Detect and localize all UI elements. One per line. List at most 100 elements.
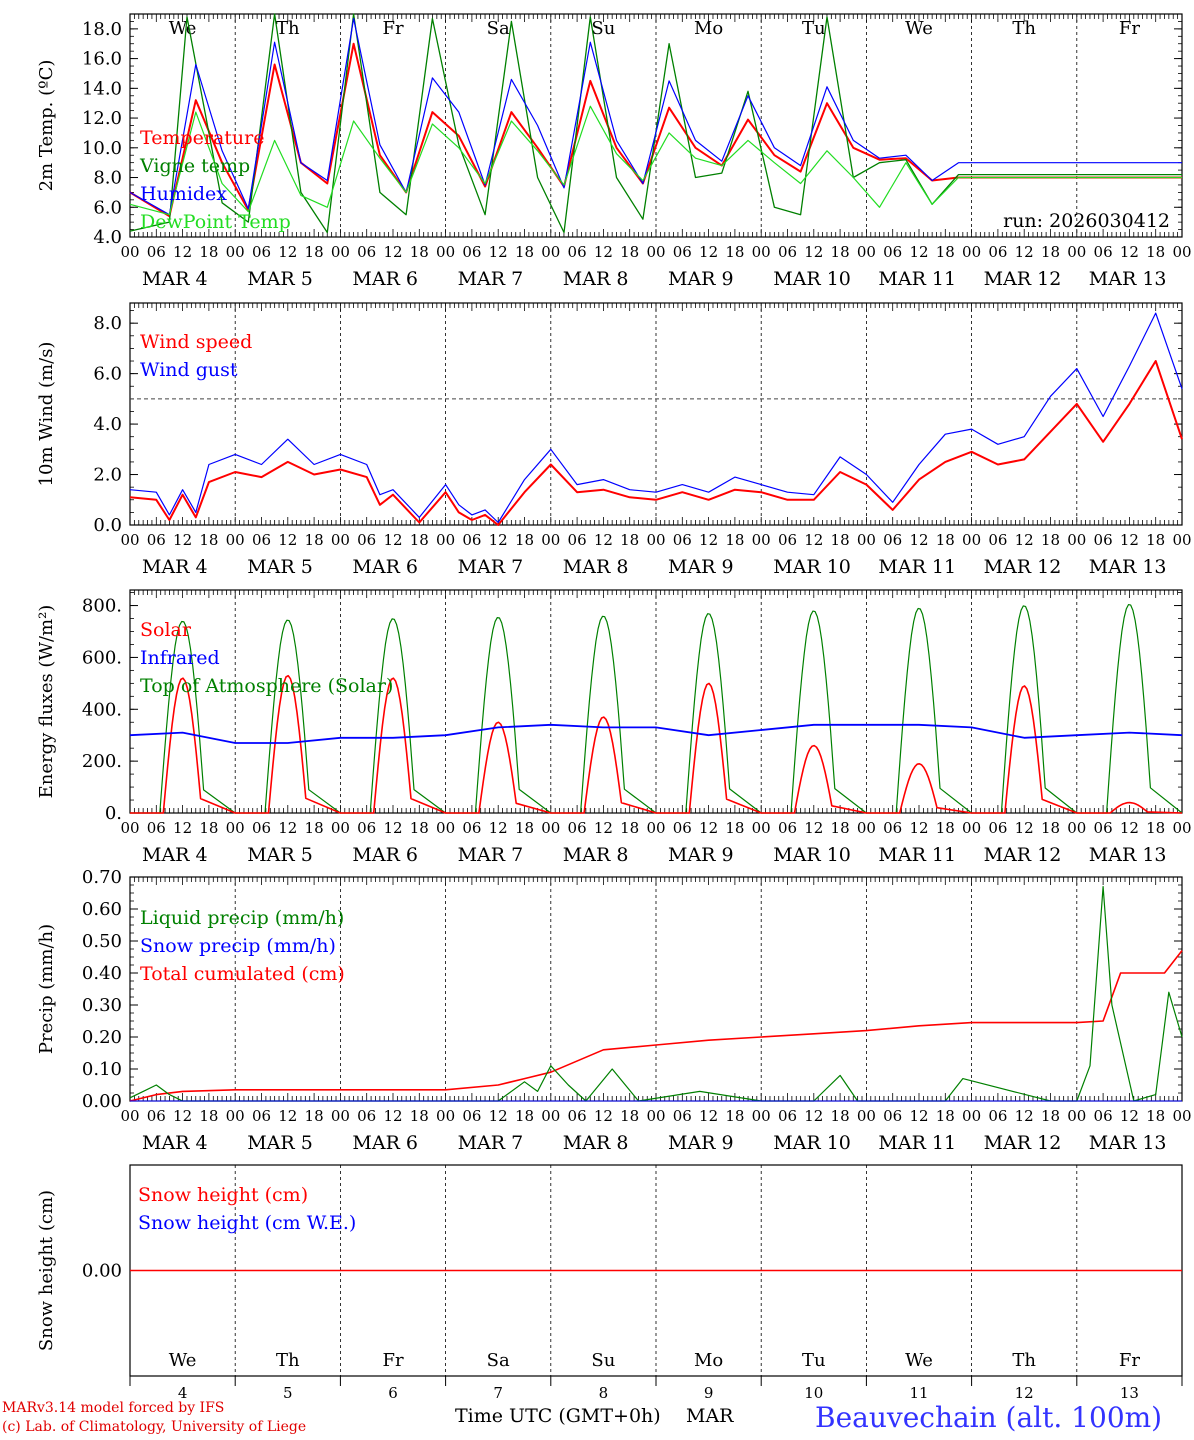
hour-label: 00 [1172, 531, 1191, 549]
series-line-infrared [129, 723, 1183, 744]
station-label: Beauvechain (alt. 100m) [815, 1401, 1163, 1434]
hour-label: 12 [1120, 819, 1139, 837]
date-label: MAR 8 [563, 844, 629, 866]
hour-label: 18 [515, 531, 534, 549]
hour-label: 18 [936, 243, 955, 261]
hour-label: 06 [252, 531, 271, 549]
hour-label: 06 [462, 819, 481, 837]
y-tick-label: 6.0 [93, 364, 122, 385]
day-number: 5 [283, 1384, 293, 1402]
hour-label: 12 [1120, 531, 1139, 549]
day-number: 4 [178, 1384, 188, 1402]
legend-entry: Liquid precip (mm/h) [140, 907, 344, 929]
hour-label: 12 [383, 531, 402, 549]
y-tick-label: 8.0 [93, 168, 122, 189]
hour-label: 00 [752, 1107, 771, 1125]
hour-label: 06 [1094, 531, 1113, 549]
date-label: MAR 5 [247, 556, 313, 578]
panel-frame-temperature [129, 13, 1183, 238]
hour-label: 18 [199, 1107, 218, 1125]
hour-label: 06 [357, 1107, 376, 1125]
hour-label: 18 [410, 1107, 429, 1125]
weekday-label: We [169, 1350, 197, 1371]
hour-label: 00 [331, 819, 350, 837]
hour-label: 06 [568, 1107, 587, 1125]
weekday-label: Fr [382, 18, 403, 39]
date-label: MAR 11 [878, 556, 956, 578]
series-line-dewpoint-temp [129, 105, 1182, 216]
date-label: MAR 13 [1089, 556, 1167, 578]
legend-entry: Humidex [140, 183, 227, 205]
weekday-label: We [169, 18, 197, 39]
y-tick-label: 0. [105, 803, 122, 824]
hour-label: 18 [515, 1107, 534, 1125]
weekday-label: Su [591, 18, 615, 39]
hour-label: 12 [594, 819, 613, 837]
hour-label: 00 [752, 243, 771, 261]
date-label: MAR 8 [563, 1132, 629, 1154]
day-number: 7 [493, 1384, 503, 1402]
hour-label: 18 [1146, 531, 1165, 549]
legend-entry: Top of Atmosphere (Solar) [140, 675, 393, 697]
hour-label: 12 [699, 819, 718, 837]
y-tick-label: 8.0 [93, 313, 122, 334]
date-label: MAR 4 [142, 268, 208, 290]
hour-label: 18 [725, 1107, 744, 1125]
date-label: MAR 5 [247, 1132, 313, 1154]
hour-label: 06 [673, 819, 692, 837]
y-tick-label: 14.0 [82, 78, 122, 99]
weekday-label: Th [1012, 18, 1036, 39]
series-line-vigne-temp [129, 13, 1182, 234]
hour-label: 00 [541, 243, 560, 261]
day-number: 12 [1015, 1384, 1034, 1402]
hour-label: 00 [646, 243, 665, 261]
hour-label: 12 [804, 243, 823, 261]
hour-label: 06 [147, 819, 166, 837]
y-tick-label: 600. [82, 647, 122, 668]
month-label: MAR [686, 1405, 734, 1427]
hour-label: 18 [936, 531, 955, 549]
hour-label: 00 [120, 819, 139, 837]
panel-frame-energy [129, 589, 1183, 814]
hour-label: 06 [988, 819, 1007, 837]
hour-label: 12 [278, 243, 297, 261]
date-label: MAR 9 [668, 844, 734, 866]
hour-label: 00 [226, 1107, 245, 1125]
weekday-label: Fr [1119, 18, 1140, 39]
hour-label: 18 [305, 819, 324, 837]
hour-label: 18 [620, 1107, 639, 1125]
y-tick-label: 800. [82, 596, 122, 617]
hour-label: 18 [620, 531, 639, 549]
hour-label: 06 [988, 531, 1007, 549]
y-axis-label: Energy fluxes (W/m²) [36, 605, 57, 799]
hour-label: 06 [357, 819, 376, 837]
hour-label: 00 [120, 243, 139, 261]
y-tick-label: 0.00 [82, 1261, 122, 1282]
hour-label: 06 [778, 531, 797, 549]
hour-label: 06 [988, 243, 1007, 261]
date-label: MAR 11 [878, 268, 956, 290]
date-label: MAR 10 [773, 556, 851, 578]
hour-label: 18 [1146, 243, 1165, 261]
date-label: MAR 7 [458, 556, 524, 578]
y-tick-label: 6.0 [93, 197, 122, 218]
date-label: MAR 4 [142, 844, 208, 866]
weekday-label: Th [276, 18, 300, 39]
hour-label: 06 [778, 1107, 797, 1125]
hour-label: 00 [857, 531, 876, 549]
hour-label: 18 [1041, 819, 1060, 837]
hour-label: 12 [173, 531, 192, 549]
legend-entry: Snow height (cm) [138, 1184, 308, 1206]
hour-label: 00 [436, 531, 455, 549]
hour-label: 06 [778, 243, 797, 261]
hour-label: 06 [883, 1107, 902, 1125]
day-number: 13 [1120, 1384, 1139, 1402]
series-line-humidex [129, 17, 1182, 216]
hour-label: 12 [278, 819, 297, 837]
date-label: MAR 7 [458, 1132, 524, 1154]
date-label: MAR 8 [563, 556, 629, 578]
hour-label: 18 [305, 243, 324, 261]
hour-label: 00 [857, 1107, 876, 1125]
hour-label: 12 [699, 243, 718, 261]
